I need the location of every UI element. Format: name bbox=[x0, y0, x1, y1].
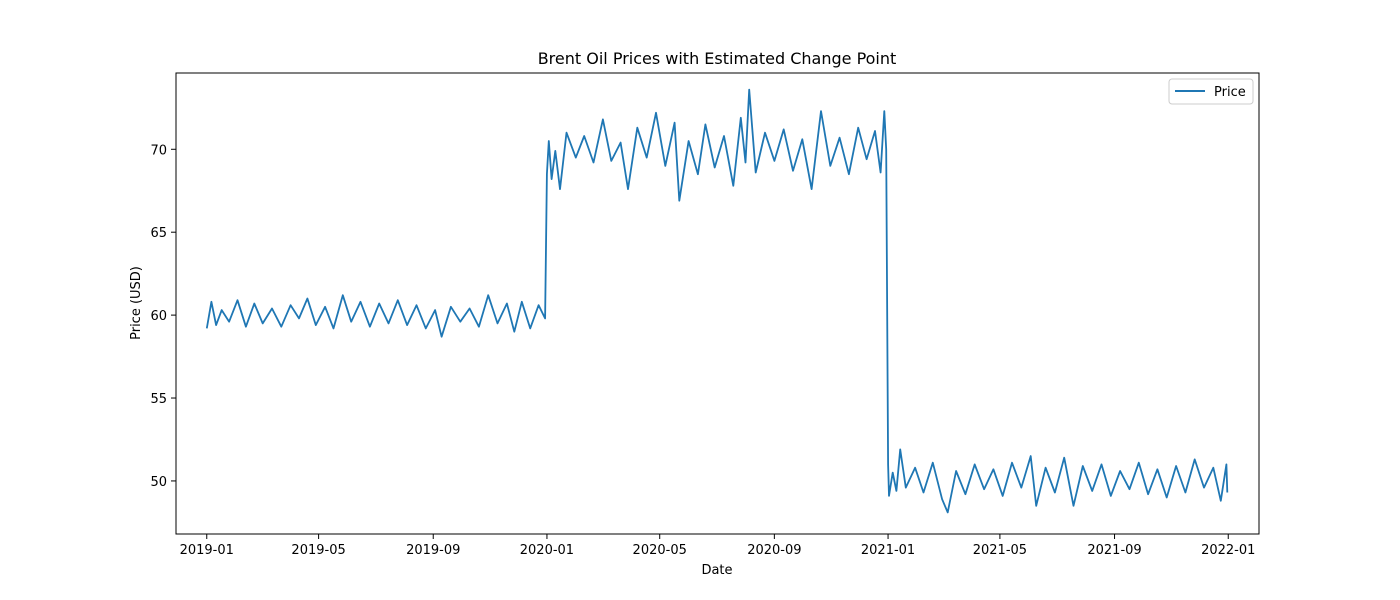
y-tick-label: 65 bbox=[150, 226, 167, 241]
legend-label: Price bbox=[1214, 85, 1246, 100]
x-tick-label: 2021-09 bbox=[1087, 543, 1141, 558]
plot-area bbox=[205, 88, 1229, 514]
x-tick-label: 2019-01 bbox=[180, 543, 234, 558]
axes-frame bbox=[175, 72, 1260, 535]
y-axis-ticks: 50 55 60 65 70 bbox=[150, 143, 176, 490]
x-tick-label: 2021-05 bbox=[973, 543, 1027, 558]
chart-title: Brent Oil Prices with Estimated Change P… bbox=[538, 49, 897, 68]
price-series-line bbox=[205, 88, 1229, 514]
y-axis-label: Price (USD) bbox=[129, 266, 144, 340]
x-tick-label: 2021-01 bbox=[861, 543, 915, 558]
legend-box bbox=[1168, 78, 1254, 105]
x-tick-label: 2020-05 bbox=[633, 543, 687, 558]
x-tick-label: 2019-09 bbox=[406, 543, 460, 558]
x-tick-label: 2019-05 bbox=[291, 543, 345, 558]
legend: Price bbox=[1168, 78, 1254, 105]
y-tick-label: 50 bbox=[150, 475, 167, 490]
x-axis-label: Date bbox=[701, 563, 732, 578]
y-tick-label: 55 bbox=[150, 392, 167, 407]
x-tick-label: 2020-09 bbox=[747, 543, 801, 558]
x-tick-label: 2020-01 bbox=[520, 543, 574, 558]
y-tick-label: 60 bbox=[150, 309, 167, 324]
x-axis-ticks: 2019-01 2019-05 2019-09 2020-01 2020-05 2020-… bbox=[180, 534, 1255, 558]
x-tick-label: 2022-01 bbox=[1201, 543, 1255, 558]
y-tick-label: 70 bbox=[150, 143, 167, 158]
